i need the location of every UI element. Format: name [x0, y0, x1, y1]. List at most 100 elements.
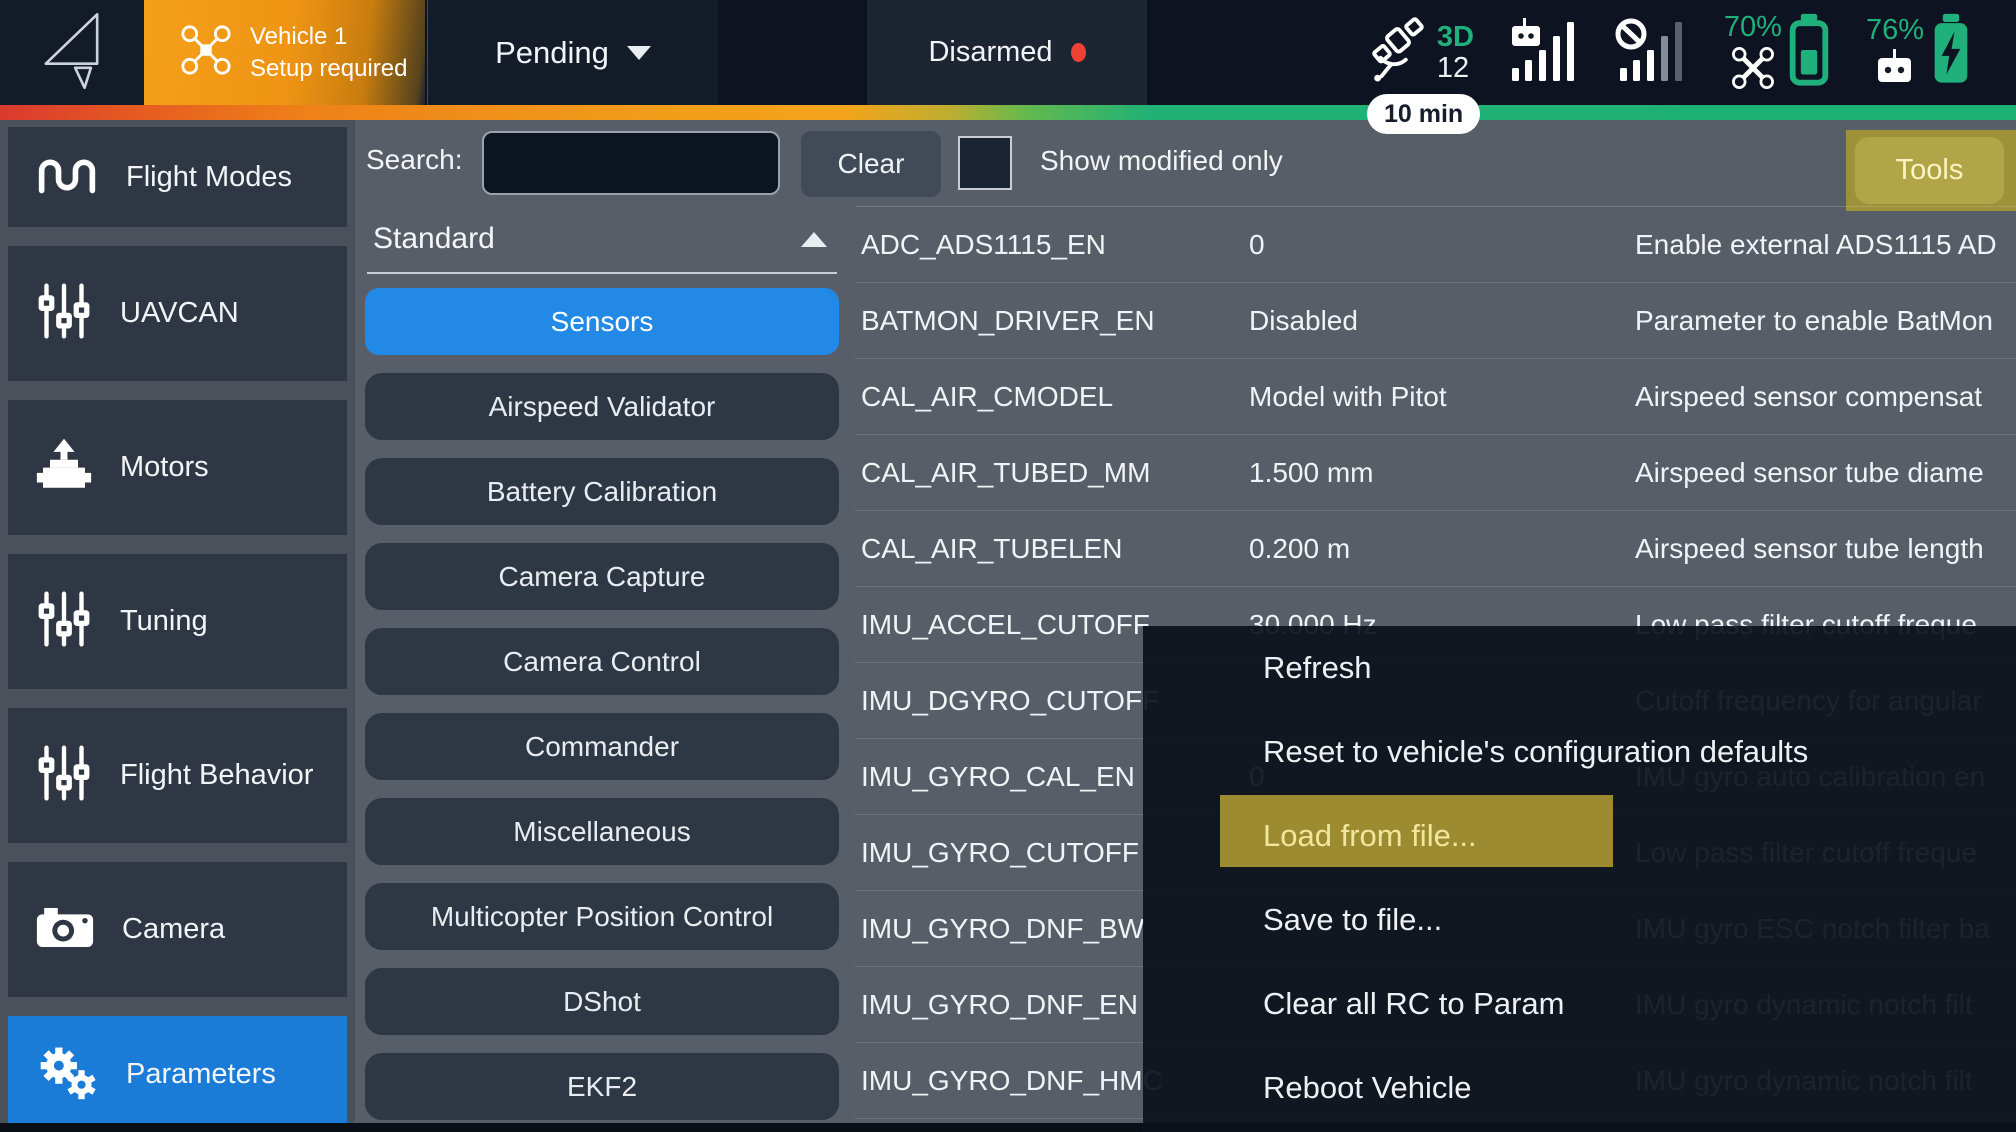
sidebar-item-motors[interactable]: Motors — [8, 400, 347, 535]
param-name: IMU_GYRO_CUTOFF — [861, 836, 1139, 868]
flight-time-badge: 10 min — [1367, 94, 1481, 134]
sidebar-item-label: Flight Behavior — [120, 759, 314, 791]
category-button-ekf2[interactable]: EKF2 — [365, 1053, 839, 1120]
flight-mode-label: Pending — [495, 34, 609, 70]
flight-mode-selector[interactable]: Pending — [427, 0, 718, 105]
sidebar-item-label: Tuning — [120, 605, 208, 637]
gps-indicator[interactable]: 3D 12 — [1365, 17, 1474, 88]
sidebar-item-flight-modes[interactable]: Flight Modes — [8, 127, 347, 227]
telemetry-rssi-indicator[interactable] — [1614, 18, 1688, 87]
category-button-airspeed-validator[interactable]: Airspeed Validator — [365, 373, 839, 440]
menu-item-clear-rc-to-param[interactable]: Clear all RC to Param — [1143, 962, 2016, 1046]
menu-item-reboot-vehicle[interactable]: Reboot Vehicle — [1143, 1046, 2016, 1130]
param-name: IMU_GYRO_DNF_EN — [861, 988, 1138, 1020]
setup-sidebar: Flight Modes UAVCAN — [0, 120, 355, 1132]
param-description: Parameter to enable BatMon — [1635, 304, 1993, 336]
show-modified-checkbox[interactable] — [958, 136, 1012, 190]
sidebar-item-uavcan[interactable]: UAVCAN — [8, 246, 347, 381]
menu-item-label: Clear all RC to Param — [1263, 986, 1565, 1021]
chevron-down-icon — [626, 45, 651, 60]
sliders-icon — [36, 744, 92, 807]
status-indicator-strip: 3D 12 — [1365, 0, 1972, 105]
category-button-sensors[interactable]: Sensors — [365, 288, 839, 355]
menu-item-load-from-file[interactable]: Load from file... — [1143, 794, 2016, 878]
tools-button[interactable]: Tools — [1846, 130, 2016, 211]
table-row[interactable]: ADC_ADS1115_EN 0 Enable external ADS1115… — [855, 207, 2016, 283]
param-name: IMU_GYRO_CAL_EN — [861, 760, 1135, 792]
menu-item-save-to-file[interactable]: Save to file... — [1143, 878, 2016, 962]
menu-item-label: Refresh — [1263, 650, 1372, 685]
param-value: 0 — [1249, 228, 1265, 260]
table-row[interactable]: CAL_AIR_TUBELEN 0.200 m Airspeed sensor … — [855, 511, 2016, 587]
param-name: CAL_AIR_CMODEL — [861, 380, 1114, 412]
gears-icon — [36, 1043, 98, 1106]
vehicle-status-panel[interactable]: Vehicle 1 Setup required — [144, 0, 425, 105]
menu-item-highlight — [1220, 795, 1613, 867]
sidebar-item-label: Camera — [122, 913, 226, 945]
rc-battery-indicator[interactable]: 76% — [1866, 13, 1972, 92]
param-description: Enable external ADS1115 AD — [1635, 228, 1997, 260]
table-row[interactable]: CAL_AIR_TUBED_MM 1.500 mm Airspeed senso… — [855, 435, 2016, 511]
rc-rssi-indicator[interactable] — [1510, 18, 1578, 87]
param-value: Model with Pitot — [1249, 380, 1447, 412]
category-button-commander[interactable]: Commander — [365, 713, 839, 780]
category-button-multicopter-position-control[interactable]: Multicopter Position Control — [365, 883, 839, 950]
category-button-camera-control[interactable]: Camera Control — [365, 628, 839, 695]
armed-state-label: Disarmed — [928, 36, 1053, 68]
menu-item-label: Reboot Vehicle — [1263, 1070, 1472, 1105]
rc-remote-small-icon — [1873, 48, 1917, 92]
category-button-battery-calibration[interactable]: Battery Calibration — [365, 458, 839, 525]
menu-item-reset-defaults[interactable]: Reset to vehicle's configuration default… — [1143, 710, 2016, 794]
sidebar-item-camera[interactable]: Camera — [8, 862, 347, 997]
category-button-miscellaneous[interactable]: Miscellaneous — [365, 798, 839, 865]
category-button-camera-capture[interactable]: Camera Capture — [365, 543, 839, 610]
vehicle-status: Setup required — [250, 54, 408, 82]
chevron-up-icon — [801, 231, 827, 247]
gps-satellite-count: 12 — [1436, 51, 1470, 84]
param-name: IMU_GYRO_DNF_BW — [861, 912, 1145, 944]
top-toolbar: Vehicle 1 Setup required Pending Disarme… — [0, 0, 2016, 105]
category-group-dropdown[interactable]: Standard — [365, 208, 839, 270]
sidebar-item-label: UAVCAN — [120, 297, 239, 329]
param-description: Airspeed sensor compensat — [1635, 380, 1983, 412]
menu-item-label: Save to file... — [1263, 902, 1443, 937]
sidebar-item-label: Parameters — [126, 1057, 276, 1090]
vehicle-name: Vehicle 1 — [250, 22, 348, 50]
param-description: Airspeed sensor tube length — [1635, 532, 1984, 564]
table-row[interactable]: CAL_AIR_CMODEL Model with Pitot Airspeed… — [855, 359, 2016, 435]
param-name: CAL_AIR_TUBED_MM — [861, 456, 1151, 488]
search-input[interactable] — [482, 131, 780, 195]
show-modified-label: Show modified only — [1040, 145, 1283, 176]
menu-item-refresh[interactable]: Refresh — [1143, 626, 2016, 710]
tools-context-menu: Refresh Reset to vehicle's configuration… — [1143, 626, 2016, 1132]
param-name: IMU_GYRO_DNF_HMC — [861, 1064, 1163, 1096]
vehicle-battery-icon — [1788, 13, 1830, 92]
app-menu-button[interactable] — [0, 0, 144, 105]
app-logo-icon — [36, 7, 108, 98]
rc-battery-charging-icon — [1930, 13, 1972, 92]
armed-state-button[interactable]: Disarmed — [867, 0, 1147, 105]
camera-icon — [36, 904, 94, 955]
rc-battery-percent: 76% — [1865, 13, 1924, 46]
bottom-edge-bar — [0, 1123, 2016, 1132]
divider — [367, 272, 837, 274]
param-value: 1.500 mm — [1249, 456, 1374, 488]
sliders-icon — [36, 590, 92, 653]
category-group-label: Standard — [373, 222, 495, 255]
table-row[interactable]: BATMON_DRIVER_EN Disabled Parameter to e… — [855, 283, 2016, 359]
sliders-icon — [36, 282, 92, 345]
sidebar-item-parameters[interactable]: Parameters — [8, 1016, 347, 1132]
param-name: CAL_AIR_TUBELEN — [861, 532, 1123, 564]
telemetry-signal-icon — [1614, 18, 1688, 87]
clear-search-button[interactable]: Clear — [801, 131, 941, 197]
vehicle-battery-indicator[interactable]: 70% — [1724, 11, 1830, 95]
setup-progress-gradient-bar — [0, 105, 2016, 120]
sidebar-item-tuning[interactable]: Tuning — [8, 554, 347, 689]
category-button-dshot[interactable]: DShot — [365, 968, 839, 1035]
drone-small-icon — [1731, 46, 1775, 95]
param-name: IMU_ACCEL_CUTOFF — [861, 608, 1150, 640]
menu-item-label: Load from file... — [1263, 818, 1477, 853]
sidebar-item-label: Flight Modes — [126, 160, 293, 193]
param-name: IMU_DGYRO_CUTOFF — [861, 684, 1160, 716]
sidebar-item-flight-behavior[interactable]: Flight Behavior — [8, 708, 347, 843]
